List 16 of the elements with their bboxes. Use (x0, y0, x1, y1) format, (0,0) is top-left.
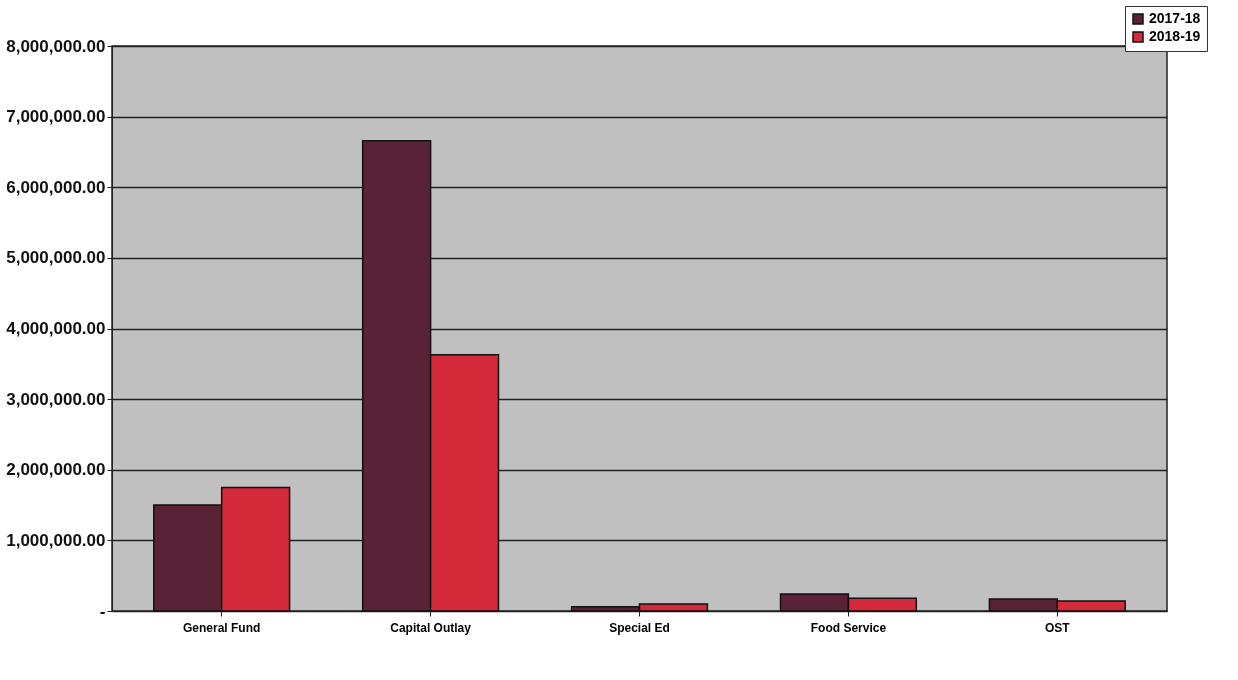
y-tick-label: 3,000,000.00 (6, 389, 106, 409)
x-tick-label: OST (1044, 620, 1071, 635)
y-tick-label: 5,000,000.00 (6, 248, 106, 268)
legend-label: 2017-18 (1149, 10, 1201, 26)
x-tick-label: Capital Outlay (390, 620, 472, 635)
x-tick-label: General Fund (183, 620, 261, 635)
y-tick-label: 2,000,000.00 (6, 460, 106, 480)
y-tick-label: 7,000,000.00 (6, 107, 106, 127)
y-tick-label: 4,000,000.00 (6, 319, 106, 338)
y-tick-label: 8,000,000.00 (6, 36, 106, 56)
y-tick-label: 6,000,000.00 (6, 177, 106, 197)
x-tick-label: Food Service (810, 620, 887, 635)
legend-label: 2018-19 (1149, 28, 1201, 44)
x-tick-label: Special Ed (609, 620, 670, 635)
y-tick-label: 1,000,000.00 (6, 530, 106, 550)
y-tick-label: - (99, 601, 106, 621)
